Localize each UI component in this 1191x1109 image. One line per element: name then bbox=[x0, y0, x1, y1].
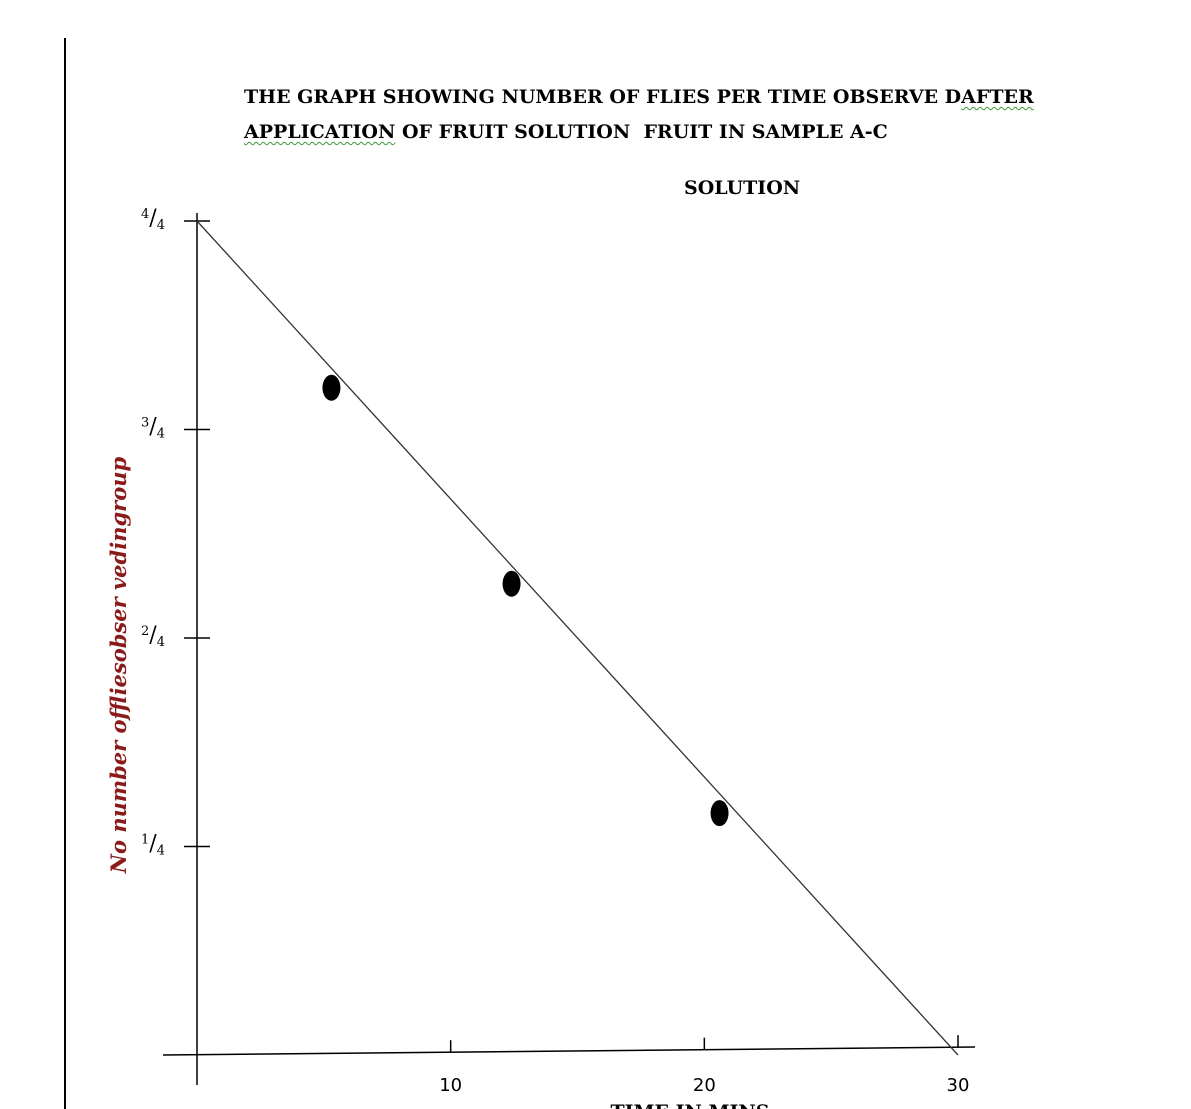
chart-title-line-1: THE GRAPH SHOWING NUMBER OF FLIES PER TI… bbox=[244, 86, 1034, 108]
data-point bbox=[322, 374, 341, 401]
x-axis bbox=[162, 1046, 976, 1056]
chart-title-line-1-main: THE GRAPH SHOWING NUMBER OF FLIES PER TI… bbox=[244, 86, 962, 108]
y-tick-label: 3/4 bbox=[141, 415, 165, 442]
x-tick-label: 30 bbox=[947, 1075, 970, 1096]
x-axis-title: TIME IN MINS bbox=[610, 1101, 769, 1109]
chart-title-line-2: APPLICATION OF FRUIT SOLUTION FRUIT IN S… bbox=[244, 121, 888, 143]
y-axis-title: No number offliesobser vedingroup bbox=[106, 457, 131, 875]
data-point bbox=[502, 570, 521, 597]
y-tick-label: 4/4 bbox=[141, 206, 165, 233]
chart-title-line-3: SOLUTION bbox=[684, 177, 801, 199]
y-tick-label: 2/4 bbox=[141, 623, 165, 650]
x-tick-label: 10 bbox=[439, 1075, 462, 1096]
chart-title-line-2-rest: OF FRUIT SOLUTION FRUIT IN SAMPLE A-C bbox=[395, 121, 888, 143]
x-tick-label: 20 bbox=[693, 1075, 716, 1096]
series-line bbox=[196, 220, 959, 1056]
data-point bbox=[710, 800, 729, 827]
page-margin-line bbox=[64, 38, 66, 1109]
chart-title-line-1-marked-word: AFTER bbox=[961, 86, 1034, 108]
y-tick-label: 1/4 bbox=[141, 832, 165, 859]
chart-title-line-2-marked-word: APPLICATION bbox=[244, 121, 396, 143]
